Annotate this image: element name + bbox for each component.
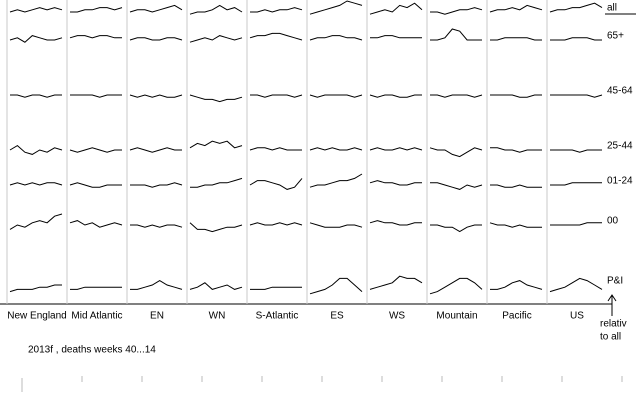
sparkline — [9, 7, 63, 13]
sparkline — [249, 178, 303, 190]
sparkline — [550, 222, 602, 226]
sparkline — [429, 147, 483, 158]
sparkline — [130, 182, 183, 188]
sparkline — [189, 4, 243, 15]
sparkline — [550, 182, 602, 186]
sparkline — [190, 177, 243, 188]
sparkline — [489, 4, 543, 13]
sparkline — [369, 2, 423, 15]
sparkline — [189, 94, 243, 103]
column-label: Mid Atlantic — [71, 311, 122, 322]
sparkline — [9, 213, 63, 230]
sparkline — [9, 182, 63, 186]
sparkline — [369, 180, 422, 186]
sparkline — [69, 220, 123, 228]
sparkline — [70, 7, 123, 13]
sparkline — [309, 173, 363, 188]
sparkline — [550, 37, 602, 41]
row-label: all — [607, 3, 617, 14]
sparkline — [69, 182, 122, 188]
sparkline — [250, 7, 303, 13]
sparkline — [130, 280, 183, 290]
column-label: WS — [389, 311, 405, 322]
row-label: 25-44 — [607, 141, 633, 152]
sparkline — [490, 94, 542, 98]
sparkline — [129, 4, 183, 13]
sparkline — [189, 282, 243, 290]
sparkline — [549, 277, 603, 293]
sparkline — [129, 94, 183, 98]
sparkline — [250, 94, 303, 98]
sparkline — [129, 37, 183, 41]
sparkline — [10, 94, 62, 98]
sparkline — [69, 35, 122, 39]
note-line: relativ — [600, 319, 627, 330]
sparkline — [490, 184, 542, 188]
sparkline — [9, 35, 63, 43]
sparkline — [430, 182, 483, 190]
sparkline — [309, 222, 363, 228]
sparkline — [550, 94, 603, 98]
sparkline — [430, 94, 483, 98]
sparkline — [369, 147, 423, 151]
sparkline — [370, 35, 422, 39]
sparkline — [549, 2, 603, 13]
sparkline — [429, 277, 483, 295]
sparkline — [430, 7, 483, 15]
sparkline — [130, 224, 183, 228]
note-line: to all — [600, 332, 621, 343]
row-label: P&I — [607, 276, 623, 287]
sparkline — [249, 147, 302, 151]
sparkline — [490, 37, 542, 41]
sparkline — [9, 144, 63, 155]
sparkline — [250, 286, 302, 290]
row-label: 01-24 — [607, 176, 633, 187]
sparkline — [249, 222, 303, 226]
caption: 2013f , deaths weeks 40...14 — [28, 345, 156, 356]
row-label: 00 — [607, 216, 619, 227]
column-label: US — [570, 311, 584, 322]
sparkline — [490, 280, 543, 290]
sparkline — [430, 224, 482, 233]
sparkline — [369, 220, 422, 226]
sparkline — [189, 140, 243, 149]
sparkline — [70, 94, 122, 98]
row-label: 45-64 — [607, 86, 633, 97]
column-label: Pacific — [502, 311, 531, 322]
column-label: New England — [7, 311, 66, 322]
sparkline — [189, 222, 243, 233]
sparkline — [309, 35, 363, 41]
sparkline — [309, 0, 363, 15]
sparkline — [129, 147, 182, 153]
column-label: S-Atlantic — [256, 311, 299, 322]
sparkline — [369, 94, 422, 98]
row-label: 65+ — [607, 31, 624, 42]
bottom-ticks — [21, 376, 623, 392]
sparkline — [489, 222, 542, 228]
arrow-head — [607, 294, 617, 302]
sparkline — [309, 277, 363, 295]
sparkline — [189, 35, 243, 43]
sparkline — [309, 147, 363, 151]
sparkline — [9, 284, 62, 293]
sparkline — [249, 32, 303, 41]
column-label: ES — [330, 311, 344, 322]
sparkline — [69, 147, 122, 153]
sparkline — [70, 286, 122, 290]
sparkline — [309, 94, 363, 98]
sparkline — [430, 28, 482, 41]
column-label: WN — [209, 311, 226, 322]
sparkline — [550, 149, 602, 153]
column-label: EN — [150, 311, 164, 322]
sparkline — [369, 275, 423, 290]
column-label: Mountain — [436, 311, 477, 322]
sparkline — [490, 147, 542, 153]
